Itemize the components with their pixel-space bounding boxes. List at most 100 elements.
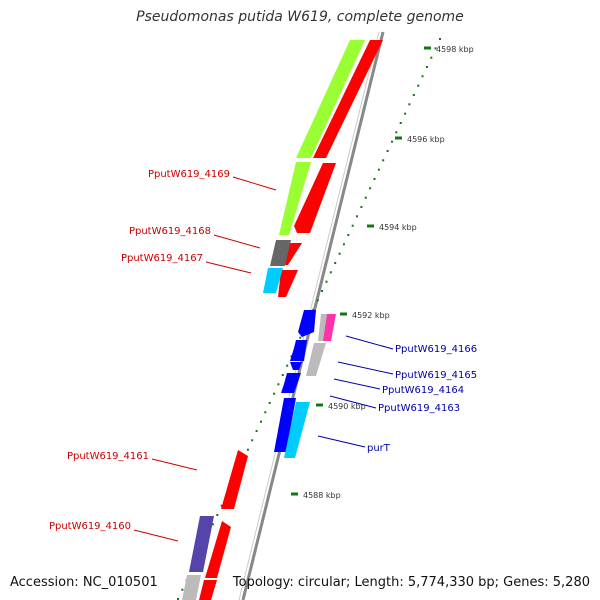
gene-feature[interactable]: [298, 310, 316, 337]
tick-dot: [430, 56, 433, 59]
gene-label-connector: [205, 261, 252, 274]
tick-dot: [329, 271, 332, 274]
tick-dot: [412, 94, 415, 96]
gene-feature[interactable]: [281, 373, 301, 393]
gene-group-left-top: [263, 40, 365, 293]
gene-feature[interactable]: [296, 40, 365, 158]
tick-dot: [369, 187, 372, 190]
tick-dot: [216, 514, 219, 516]
tick-dot: [434, 47, 437, 50]
tick-dot: [264, 411, 267, 414]
tick-dot: [260, 420, 262, 423]
tick-dot: [255, 430, 258, 432]
gene-label[interactable]: PputW619_4160: [49, 521, 131, 532]
gene-label-connector: [333, 378, 381, 390]
tick-dot: [316, 299, 319, 302]
tick-dot: [220, 504, 223, 507]
accession-text: Accession: NC_010501: [10, 575, 158, 590]
tick-dot: [395, 131, 398, 134]
kbp-tick-label: 4590 kbp: [328, 402, 366, 411]
tick-dot: [425, 66, 428, 68]
gene-label[interactable]: PputW619_4165: [395, 370, 477, 381]
tick-dot: [417, 84, 420, 87]
kbp-axis: 4598 kbp 4596 kbp 4594 kbp 4592 kbp 4590 kbp…: [291, 45, 474, 500]
gene-label-connector: [317, 435, 366, 448]
gene-label[interactable]: PputW619_4167: [121, 253, 203, 264]
tick-dot: [351, 224, 354, 227]
gene-feature[interactable]: [323, 314, 336, 341]
gene-feature[interactable]: [263, 268, 283, 293]
tick-dot: [181, 588, 184, 591]
tick-dot: [286, 364, 289, 367]
gene-feature[interactable]: [199, 580, 217, 600]
gene-label[interactable]: PputW619_4161: [67, 451, 149, 462]
gene-label[interactable]: PputW619_4168: [129, 226, 211, 237]
gene-feature[interactable]: [274, 398, 296, 452]
gene-feature[interactable]: [290, 340, 307, 361]
tick-dot: [211, 523, 214, 526]
gene-feature[interactable]: [306, 343, 326, 376]
gene-label-connector: [133, 529, 179, 542]
tick-dot: [404, 112, 407, 115]
tick-dot: [325, 280, 328, 283]
gene-feature[interactable]: [313, 40, 383, 158]
tick-dot: [334, 262, 337, 264]
tick-dot: [373, 178, 376, 180]
tick-dot: [312, 308, 315, 311]
kbp-tick-label: 4588 kbp: [303, 491, 341, 500]
tick-dot: [277, 383, 280, 386]
kbp-tick-label: 4594 kbp: [379, 223, 417, 232]
gene-feature[interactable]: [221, 450, 248, 509]
tick-dot: [338, 252, 341, 255]
gene-feature[interactable]: [279, 162, 311, 235]
kbp-tick-label: 4598 kbp: [436, 45, 474, 54]
tick-dot: [377, 168, 380, 171]
tick-dot: [177, 598, 179, 600]
gene-feature[interactable]: [205, 521, 231, 578]
gene-feature[interactable]: [290, 362, 302, 370]
gene-group-mid: [274, 310, 336, 458]
gene-label-connector: [151, 458, 198, 471]
tick-dot: [386, 150, 389, 152]
tick-dot: [246, 448, 249, 451]
tick-dot: [347, 234, 350, 236]
kbp-tick-label: 4596 kbp: [407, 135, 445, 144]
gene-label[interactable]: PputW619_4163: [378, 403, 460, 414]
gene-feature[interactable]: [284, 402, 310, 458]
gene-feature[interactable]: [182, 575, 201, 600]
gene-label[interactable]: purT: [367, 443, 391, 454]
tick-dot: [281, 374, 284, 376]
gene-group-bottom: [182, 450, 248, 600]
gene-label-layer: PputW619_4169 PputW619_4168 PputW619_4167 P…: [49, 169, 477, 542]
tick-dot: [273, 392, 276, 395]
map-title: Pseudomonas putida W619, complete genome: [136, 9, 464, 25]
tick-dot: [299, 336, 302, 339]
gene-feature[interactable]: [294, 163, 336, 233]
gene-label[interactable]: PputW619_4164: [382, 385, 464, 396]
kbp-tick-label: 4592 kbp: [352, 311, 390, 320]
gene-label[interactable]: PputW619_4166: [395, 344, 477, 355]
gene-label-connector: [232, 176, 277, 191]
tick-dot: [399, 122, 402, 124]
tick-dot: [321, 290, 324, 292]
gene-feature[interactable]: [189, 516, 214, 572]
tick-dot: [268, 402, 271, 404]
tick-dot: [391, 140, 393, 143]
gene-feature[interactable]: [278, 270, 298, 297]
gene-feature[interactable]: [270, 240, 291, 266]
gene-label-connector: [337, 361, 394, 375]
tick-dot: [408, 103, 411, 106]
tick-dot: [382, 159, 385, 162]
genome-summary: Topology: circular; Length: 5,774,330 bp…: [232, 575, 590, 590]
tick-dot: [356, 215, 358, 218]
tick-dot: [342, 243, 345, 246]
tick-dot: [364, 196, 367, 199]
gene-label-connector: [345, 335, 394, 350]
gene-label-connector: [329, 395, 377, 409]
tick-dot: [421, 75, 424, 78]
gene-label[interactable]: PputW619_4169: [148, 169, 230, 180]
tick-dot: [439, 38, 441, 40]
tick-dot: [251, 439, 254, 442]
